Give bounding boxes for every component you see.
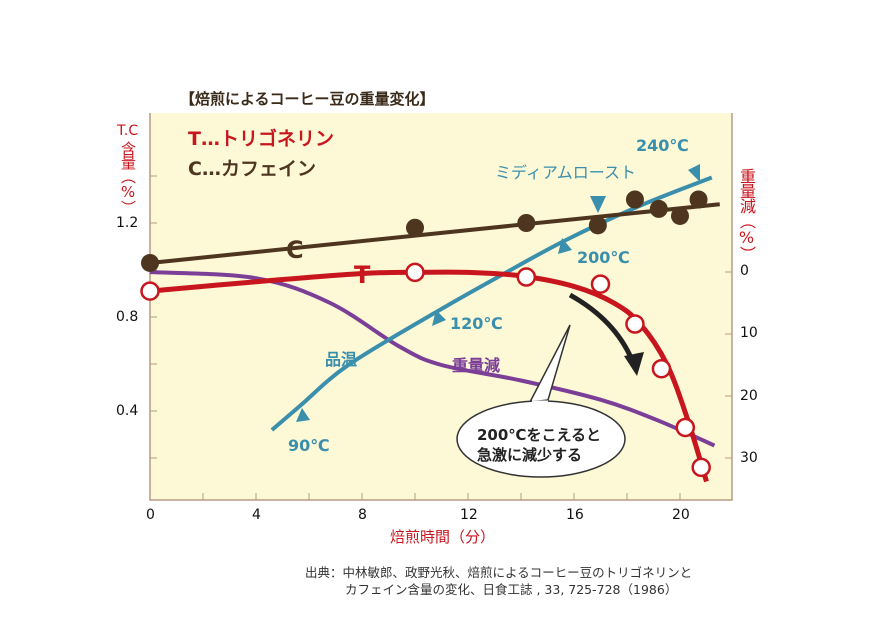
- temp-200-pointer-icon: [558, 238, 572, 254]
- x-tick-label: 0: [146, 507, 155, 523]
- caffeine-data-point: [588, 216, 607, 235]
- caffeine-line-label: C: [286, 236, 304, 264]
- plot-background: [150, 113, 732, 500]
- trigonelline-data-point: [405, 262, 425, 283]
- trigonelline-data-point: [675, 417, 696, 438]
- caffeine-data-point: [625, 190, 644, 209]
- weight-loss-line-label: 重量減: [452, 356, 501, 375]
- temp-200-label: 200℃: [577, 248, 630, 267]
- source-citation-line2: カフェイン含量の変化、日食工誌 , 33, 725-728（1986）: [345, 582, 678, 597]
- temp-120-pointer-icon: [432, 310, 446, 326]
- y-right-tick-label: 20: [740, 388, 758, 404]
- trigonelline-data-point: [625, 314, 645, 334]
- drop-arrow-line: [568, 292, 635, 361]
- bean-temp-line: [270, 175, 713, 432]
- callout-text-line1: 200℃をこえると: [477, 426, 602, 444]
- trigonelline-data-point: [590, 274, 611, 294]
- y-left-label: 含量（%）: [119, 141, 137, 214]
- y-right-tick-label: 0: [740, 263, 749, 279]
- caffeine-line: [149, 202, 720, 265]
- trigonelline-data-point: [516, 267, 537, 287]
- x-tick-label: 8: [358, 507, 367, 523]
- y-right-tick-label: 10: [740, 325, 758, 341]
- y-left-tick-label: 0.4: [116, 403, 139, 419]
- callout-text-line2: 急激に減少する: [477, 446, 583, 464]
- caffeine-data-point: [689, 190, 708, 209]
- trigonelline-data-point: [651, 358, 672, 379]
- y-right-tick-label: 30: [740, 450, 758, 466]
- temp-90-label: 90℃: [288, 436, 330, 455]
- caffeine-data-point: [517, 214, 536, 232]
- trigonelline-data-point: [691, 457, 711, 478]
- temp-120-label: 120℃: [450, 314, 503, 333]
- trigonelline-line-label: T: [354, 261, 371, 289]
- x-axis-label: 焙煎時間（分）: [390, 528, 496, 546]
- bean-temp-line-label: 品温: [325, 350, 358, 369]
- caffeine-data-point: [671, 206, 689, 225]
- y-left-tick-label: 1.2: [116, 215, 139, 231]
- y-right-label: 重量減（%）: [737, 168, 756, 261]
- x-tick-label: 16: [566, 507, 584, 523]
- medium-roast-label: ミディアムロースト: [495, 163, 636, 182]
- source-citation-line1: 出典：中林敏郎、政野光秋、焙煎によるコーヒー豆のトリゴネリンと: [305, 565, 693, 580]
- x-tick-label: 12: [460, 507, 478, 523]
- trigonelline-data-point: [140, 281, 160, 301]
- caffeine-data-point: [406, 218, 424, 237]
- legend-trigonelline: T…トリゴネリン: [188, 128, 334, 150]
- legend-caffeine: C…カフェイン: [188, 158, 316, 180]
- temp-240-label: 240℃: [636, 136, 689, 155]
- y-left-tick-label: 0.8: [116, 309, 139, 325]
- y-left-label-tc: T.C: [117, 123, 139, 139]
- x-tick-label: 20: [672, 507, 690, 523]
- plot-frame: [149, 113, 733, 501]
- chart-title: 【焙煎によるコーヒー豆の重量変化】: [180, 90, 435, 108]
- medium-roast-pointer-icon: [590, 196, 606, 213]
- drop-arrowhead-icon: [624, 352, 644, 376]
- temp-90-pointer-icon: [296, 408, 310, 422]
- caffeine-data-point: [649, 199, 668, 218]
- caffeine-data-point: [141, 253, 159, 272]
- temp-240-pointer-icon: [688, 164, 700, 182]
- x-tick-label: 4: [252, 507, 261, 523]
